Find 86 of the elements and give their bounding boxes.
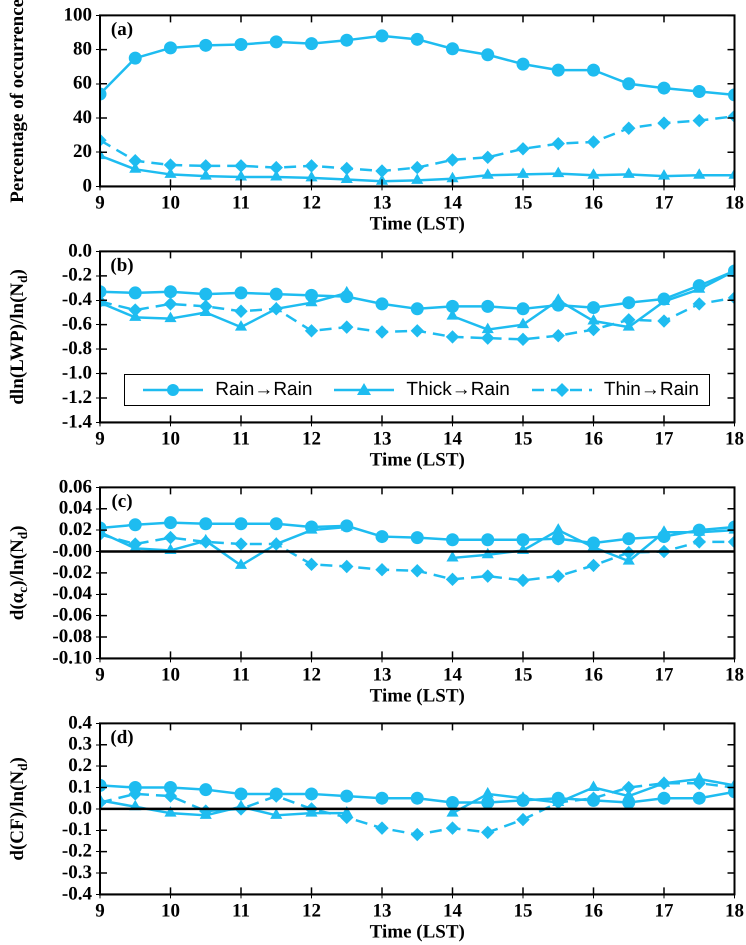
- y-axis-title: dln(LWP)/ln(Nd): [6, 269, 30, 405]
- x-tick-label: 9: [95, 192, 105, 214]
- y-tick-label: 0: [82, 175, 92, 196]
- x-axis-title: Time (LST): [370, 450, 465, 471]
- y-tick-label: 0.1: [68, 776, 92, 798]
- y-tick-label: -0.1: [62, 819, 92, 840]
- y-tick-label: -0.00: [52, 540, 92, 562]
- annotation: (c): [111, 490, 133, 512]
- x-tick-label: 12: [302, 664, 321, 686]
- x-tick-label: 18: [725, 900, 744, 922]
- y-axis-title: d(CF)/ln(Nd): [6, 757, 30, 861]
- x-tick-label: 18: [725, 428, 744, 450]
- y-tick-label: 40: [73, 106, 92, 128]
- y-tick-label: -0.2: [62, 840, 92, 862]
- x-tick-label: 13: [372, 192, 392, 214]
- y-tick-label: 80: [73, 38, 92, 60]
- x-tick-label: 11: [232, 900, 250, 922]
- x-tick-label: 10: [161, 428, 180, 450]
- y-tick-label: -1.0: [62, 362, 92, 384]
- y-tick-label: 0.2: [68, 755, 92, 776]
- y-tick-label: 0.0: [68, 240, 92, 262]
- x-tick-label: 17: [654, 664, 674, 686]
- y-axis-title: d(αc)/ln(Nd): [6, 526, 30, 620]
- y-tick-label: -0.04: [52, 583, 92, 604]
- y-tick-label: -1.4: [62, 411, 92, 432]
- x-axis-title: Time (LST): [370, 922, 465, 943]
- x-tick-label: 9: [95, 428, 105, 450]
- x-tick-label: 14: [443, 664, 462, 686]
- y-tick-label: -0.4: [62, 883, 92, 904]
- legend-label: Thick→Rain: [406, 379, 510, 402]
- y-tick-label: 20: [73, 141, 92, 162]
- y-tick-label: 0.04: [58, 498, 92, 519]
- y-tick-label: -0.02: [52, 562, 92, 583]
- y-tick-label: -0.4: [62, 289, 92, 310]
- y-tick-label: 100: [64, 4, 92, 26]
- y-tick-label: 60: [73, 72, 92, 94]
- x-tick-label: 14: [443, 428, 462, 450]
- x-tick-label: 14: [443, 900, 462, 922]
- x-tick-label: 17: [654, 900, 674, 922]
- x-tick-label: 13: [372, 664, 392, 686]
- x-axis-title: Time (LST): [370, 686, 465, 707]
- x-tick-label: 15: [514, 192, 532, 214]
- y-tick-label: 0.4: [68, 712, 92, 734]
- x-tick-label: 10: [161, 664, 180, 686]
- legend-label: Thin→Rain: [604, 379, 699, 402]
- x-tick-label: 16: [584, 192, 603, 214]
- x-tick-label: 14: [443, 192, 462, 214]
- x-tick-label: 16: [584, 900, 603, 922]
- x-tick-label: 11: [232, 428, 250, 450]
- x-tick-label: 18: [725, 192, 744, 214]
- x-tick-label: 13: [372, 428, 392, 450]
- x-tick-label: 16: [584, 664, 603, 686]
- y-tick-label: 0.3: [68, 734, 92, 755]
- x-tick-label: 9: [95, 900, 105, 922]
- x-tick-label: 15: [514, 900, 532, 922]
- x-tick-label: 13: [372, 900, 392, 922]
- y-tick-label: 0.0: [68, 798, 92, 819]
- x-tick-label: 9: [95, 664, 105, 686]
- y-tick-label: -0.6: [62, 314, 92, 335]
- y-tick-label: -0.06: [52, 604, 92, 626]
- x-tick-label: 15: [514, 664, 532, 686]
- y-tick-label: -1.2: [62, 386, 92, 408]
- legend-label: Rain→Rain: [215, 379, 312, 402]
- x-tick-label: 18: [725, 664, 744, 686]
- y-tick-label: -0.10: [52, 647, 92, 668]
- y-tick-label: 0.02: [58, 519, 92, 540]
- y-tick-label: 0.06: [58, 476, 92, 498]
- annotation: (d): [110, 726, 134, 748]
- y-tick-label: -0.08: [52, 626, 92, 647]
- x-tick-label: 12: [302, 428, 321, 450]
- x-tick-label: 16: [584, 428, 603, 450]
- annotation: (b): [110, 254, 134, 276]
- y-tick-label: -0.3: [62, 862, 92, 883]
- x-tick-label: 15: [514, 428, 532, 450]
- y-tick-label: -0.2: [62, 264, 92, 286]
- annotation: (a): [110, 18, 134, 40]
- x-tick-label: 17: [654, 428, 674, 450]
- x-tick-label: 11: [232, 664, 250, 686]
- x-tick-label: 12: [302, 192, 321, 214]
- y-tick-label: -0.8: [62, 338, 92, 360]
- x-axis-title: Time (LST): [370, 214, 465, 235]
- x-tick-label: 10: [161, 900, 180, 922]
- x-tick-label: 12: [302, 900, 321, 922]
- x-tick-label: 11: [232, 192, 250, 214]
- x-tick-label: 10: [161, 192, 180, 214]
- x-tick-label: 17: [654, 192, 674, 214]
